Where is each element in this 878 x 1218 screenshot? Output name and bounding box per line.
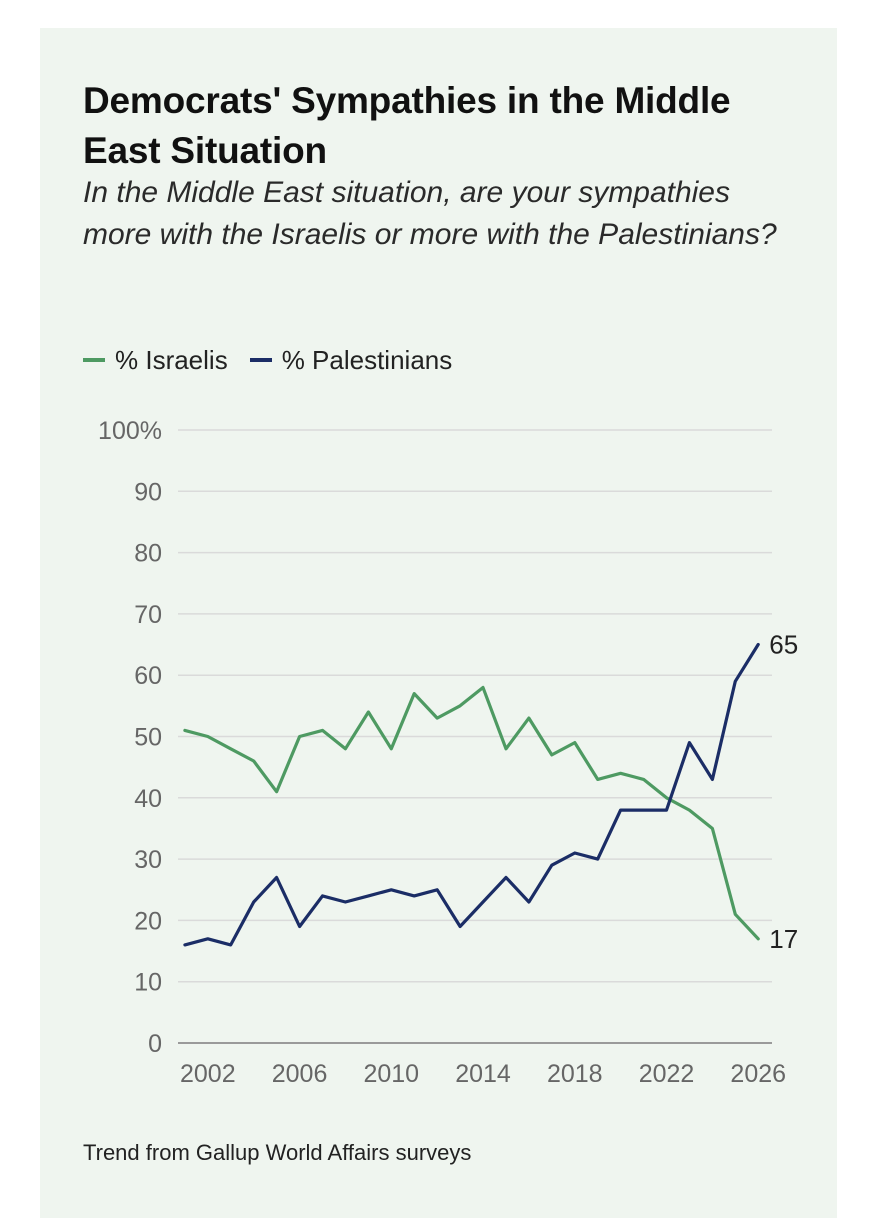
x-tick-label-2026: 2026 — [730, 1060, 786, 1088]
legend-label-israelis: % Israelis — [115, 344, 228, 375]
legend-item-palestinians: % Palestinians — [249, 344, 453, 376]
y-tick-label-10: 10 — [134, 969, 162, 997]
series-lines — [183, 642, 760, 947]
x-tick-label-2014: 2014 — [455, 1060, 511, 1088]
y-tick-label-80: 80 — [134, 540, 162, 568]
series-line-israelis — [183, 685, 760, 941]
y-tick-label-0: 0 — [148, 1030, 162, 1058]
chart-subtitle: In the Middle East situation, are your s… — [83, 176, 777, 251]
series-line-palestinians — [183, 642, 760, 947]
legend-swatch-palestinians — [249, 358, 272, 362]
chart-title: Democrats' Sympathies in the Middle East… — [83, 80, 731, 171]
x-tick-label-2010: 2010 — [363, 1060, 419, 1088]
grid-lines — [178, 429, 772, 1044]
x-axis-ticks: 2002 2006 2010 2014 2018 2022 2026 — [180, 1060, 786, 1088]
y-tick-label-90: 90 — [134, 478, 162, 506]
y-tick-label-60: 60 — [134, 662, 162, 690]
x-tick-label-2002: 2002 — [180, 1060, 236, 1088]
legend-swatch-israelis — [83, 358, 105, 362]
x-tick-label-2006: 2006 — [272, 1060, 328, 1088]
x-tick-label-2022: 2022 — [639, 1060, 695, 1088]
y-tick-label-40: 40 — [134, 785, 162, 813]
end-label-israelis: 17 — [769, 924, 798, 954]
chart-card — [40, 28, 837, 1218]
x-tick-label-2018: 2018 — [547, 1060, 603, 1088]
source-note: Trend from Gallup World Affairs surveys — [83, 1140, 472, 1165]
y-tick-label-70: 70 — [134, 601, 162, 629]
legend-label-palestinians: % Palestinians — [281, 344, 453, 375]
y-tick-label-20: 20 — [134, 907, 162, 935]
chart-legend: % Israelis % Palestinians — [83, 342, 474, 378]
y-tick-label-30: 30 — [134, 846, 162, 874]
y-tick-label-50: 50 — [134, 724, 162, 752]
end-label-palestinians: 65 — [769, 630, 798, 660]
y-axis-ticks: 0 10 20 30 40 50 60 70 80 90 100% — [98, 417, 162, 1058]
legend-item-israelis: % Israelis — [83, 345, 228, 376]
y-tick-label-100: 100% — [98, 417, 162, 445]
